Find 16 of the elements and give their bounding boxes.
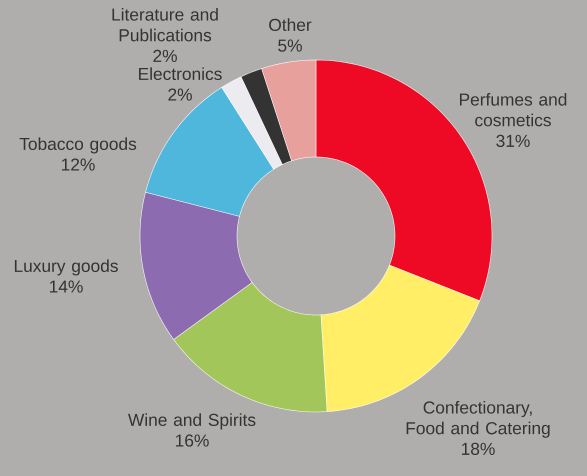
slice-label: Luxury goods (14, 259, 118, 276)
slice-label: Electronics (139, 67, 222, 80)
slice-label: Confectionary, Food and Catering (406, 400, 550, 438)
data-label: 31% (496, 134, 530, 148)
slice-label: Tobacco goods (20, 137, 136, 154)
data-label: 16% (176, 434, 209, 447)
data-label: 18% (462, 442, 495, 456)
data-label: 12% (62, 158, 95, 171)
slice-label: Other (269, 18, 312, 32)
slice-label: Perfumes and cosmetics (460, 92, 566, 126)
slice-label: Literature and Publications (112, 8, 218, 42)
data-label: 5% (278, 40, 302, 52)
slice-label: Wine and Spirits (128, 413, 256, 430)
data-label: 2% (153, 50, 177, 62)
data-label: 14% (50, 280, 83, 293)
data-label: 2% (168, 88, 192, 101)
